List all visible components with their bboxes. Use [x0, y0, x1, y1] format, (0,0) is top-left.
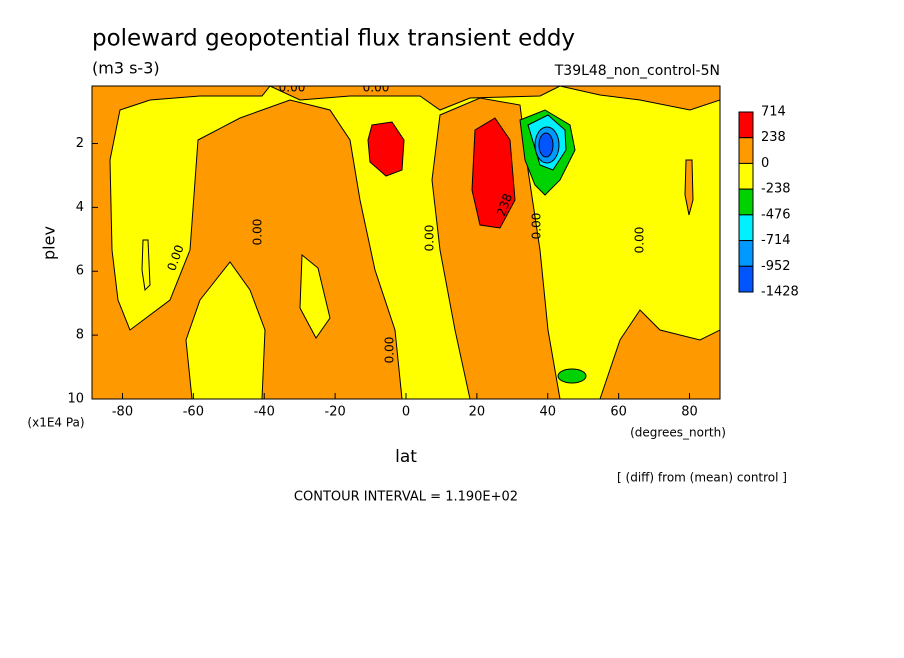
colorbar-label: 714	[761, 105, 786, 120]
x-tick-label: 60	[610, 405, 627, 420]
contour-fill	[471, 117, 516, 229]
x-tick-label: -80	[112, 405, 133, 420]
contour-fill	[599, 309, 720, 399]
contour-label: 0.00	[383, 337, 397, 364]
colorbar-box	[738, 111, 754, 139]
contour-fill	[269, 86, 561, 111]
contour-fill	[559, 86, 720, 111]
contour-fill	[141, 239, 151, 292]
contour-label: 0.00	[251, 219, 265, 246]
y-tick-label: 2	[76, 136, 84, 151]
contour-label: 0.00	[279, 81, 306, 95]
colorbar-label: -714	[761, 233, 791, 248]
contour-fill	[557, 368, 587, 384]
contour-label: 0.00	[363, 81, 390, 95]
colorbar-box	[738, 265, 754, 293]
y-tick-label: 6	[76, 264, 84, 279]
contour-label: 0.00	[530, 213, 544, 240]
x-tick-label: -20	[325, 405, 346, 420]
y-axis-label: plev	[40, 226, 59, 260]
x-tick-label: 0	[402, 405, 410, 420]
x-tick-label: -40	[254, 405, 275, 420]
colorbar-box	[738, 137, 754, 164]
y-tick-label: 8	[76, 328, 84, 343]
colorbar-box	[738, 240, 754, 267]
contour-fill	[185, 261, 266, 399]
contour-fill	[684, 159, 694, 216]
contour-interval: CONTOUR INTERVAL = 1.190E+02	[294, 490, 518, 505]
contour-fill	[431, 97, 561, 399]
y-tick-label: 4	[76, 200, 84, 215]
dataset-label: T39L48_non_control-5N	[554, 63, 720, 79]
x-tick-label: -60	[183, 405, 204, 420]
x-units: (degrees_north)	[630, 426, 726, 440]
colorbar-label: 0	[761, 156, 769, 171]
y-units: (x1E4 Pa)	[27, 416, 84, 430]
x-tick-label: 20	[469, 405, 486, 420]
colorbar-label: -476	[761, 207, 791, 222]
colorbar-box	[738, 214, 754, 242]
x-axis-label: lat	[395, 447, 417, 467]
x-tick-label: 80	[681, 405, 698, 420]
units: (m3 s-3)	[92, 59, 160, 78]
colorbar-label: 238	[761, 130, 786, 145]
contour-fill	[299, 253, 331, 339]
colorbar-label: -952	[761, 259, 791, 274]
note: [ (diff) from (mean) control ]	[617, 471, 787, 485]
contour-fill	[367, 121, 405, 177]
contour-label: 0.00	[423, 225, 437, 252]
chart-title: poleward geopotential flux transient edd…	[92, 26, 575, 52]
x-tick-label: 40	[539, 405, 556, 420]
y-tick-label: 10	[67, 392, 84, 407]
colorbar-box	[738, 162, 754, 190]
colorbar-label: -238	[761, 182, 791, 197]
contour-label: 0.00	[633, 227, 647, 254]
contour-fill	[538, 132, 554, 158]
colorbar-box	[738, 188, 754, 216]
colorbar-label: -1428	[761, 285, 799, 300]
